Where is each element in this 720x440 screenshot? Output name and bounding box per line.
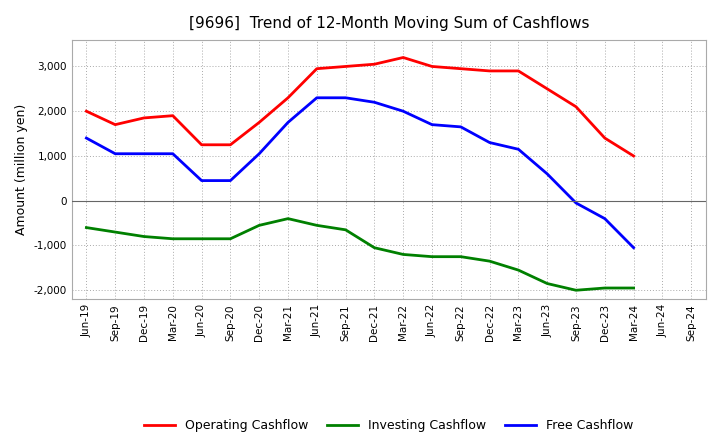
- Line: Operating Cashflow: Operating Cashflow: [86, 58, 634, 156]
- Operating Cashflow: [428, 64, 436, 69]
- Free Cashflow: [514, 147, 523, 152]
- Investing Cashflow: [140, 234, 148, 239]
- Investing Cashflow: [600, 286, 609, 291]
- Investing Cashflow: [629, 286, 638, 291]
- Operating Cashflow: [600, 136, 609, 141]
- Investing Cashflow: [82, 225, 91, 230]
- Operating Cashflow: [485, 68, 494, 73]
- Free Cashflow: [399, 109, 408, 114]
- Operating Cashflow: [543, 86, 552, 92]
- Investing Cashflow: [572, 288, 580, 293]
- Operating Cashflow: [168, 113, 177, 118]
- Operating Cashflow: [572, 104, 580, 110]
- Free Cashflow: [312, 95, 321, 100]
- Free Cashflow: [572, 200, 580, 205]
- Investing Cashflow: [370, 245, 379, 250]
- Free Cashflow: [140, 151, 148, 156]
- Operating Cashflow: [226, 142, 235, 147]
- Free Cashflow: [629, 245, 638, 250]
- Free Cashflow: [82, 136, 91, 141]
- Operating Cashflow: [514, 68, 523, 73]
- Investing Cashflow: [284, 216, 292, 221]
- Investing Cashflow: [514, 268, 523, 273]
- Operating Cashflow: [399, 55, 408, 60]
- Free Cashflow: [226, 178, 235, 183]
- Operating Cashflow: [111, 122, 120, 127]
- Operating Cashflow: [255, 120, 264, 125]
- Free Cashflow: [197, 178, 206, 183]
- Free Cashflow: [111, 151, 120, 156]
- Operating Cashflow: [629, 153, 638, 158]
- Free Cashflow: [456, 124, 465, 129]
- Free Cashflow: [428, 122, 436, 127]
- Operating Cashflow: [370, 62, 379, 67]
- Free Cashflow: [370, 99, 379, 105]
- Operating Cashflow: [82, 109, 91, 114]
- Operating Cashflow: [341, 64, 350, 69]
- Investing Cashflow: [255, 223, 264, 228]
- Legend: Operating Cashflow, Investing Cashflow, Free Cashflow: Operating Cashflow, Investing Cashflow, …: [139, 414, 639, 437]
- Line: Investing Cashflow: Investing Cashflow: [86, 219, 634, 290]
- Free Cashflow: [168, 151, 177, 156]
- Investing Cashflow: [197, 236, 206, 242]
- Operating Cashflow: [284, 95, 292, 100]
- Line: Free Cashflow: Free Cashflow: [86, 98, 634, 248]
- Investing Cashflow: [312, 223, 321, 228]
- Free Cashflow: [543, 171, 552, 176]
- Operating Cashflow: [140, 115, 148, 121]
- Free Cashflow: [284, 120, 292, 125]
- Title: [9696]  Trend of 12-Month Moving Sum of Cashflows: [9696] Trend of 12-Month Moving Sum of C…: [189, 16, 589, 32]
- Investing Cashflow: [428, 254, 436, 259]
- Investing Cashflow: [543, 281, 552, 286]
- Free Cashflow: [485, 140, 494, 145]
- Investing Cashflow: [456, 254, 465, 259]
- Operating Cashflow: [197, 142, 206, 147]
- Investing Cashflow: [111, 229, 120, 235]
- Investing Cashflow: [399, 252, 408, 257]
- Operating Cashflow: [456, 66, 465, 71]
- Investing Cashflow: [226, 236, 235, 242]
- Investing Cashflow: [341, 227, 350, 232]
- Free Cashflow: [255, 151, 264, 156]
- Y-axis label: Amount (million yen): Amount (million yen): [15, 104, 28, 235]
- Investing Cashflow: [168, 236, 177, 242]
- Operating Cashflow: [312, 66, 321, 71]
- Free Cashflow: [341, 95, 350, 100]
- Investing Cashflow: [485, 259, 494, 264]
- Free Cashflow: [600, 216, 609, 221]
